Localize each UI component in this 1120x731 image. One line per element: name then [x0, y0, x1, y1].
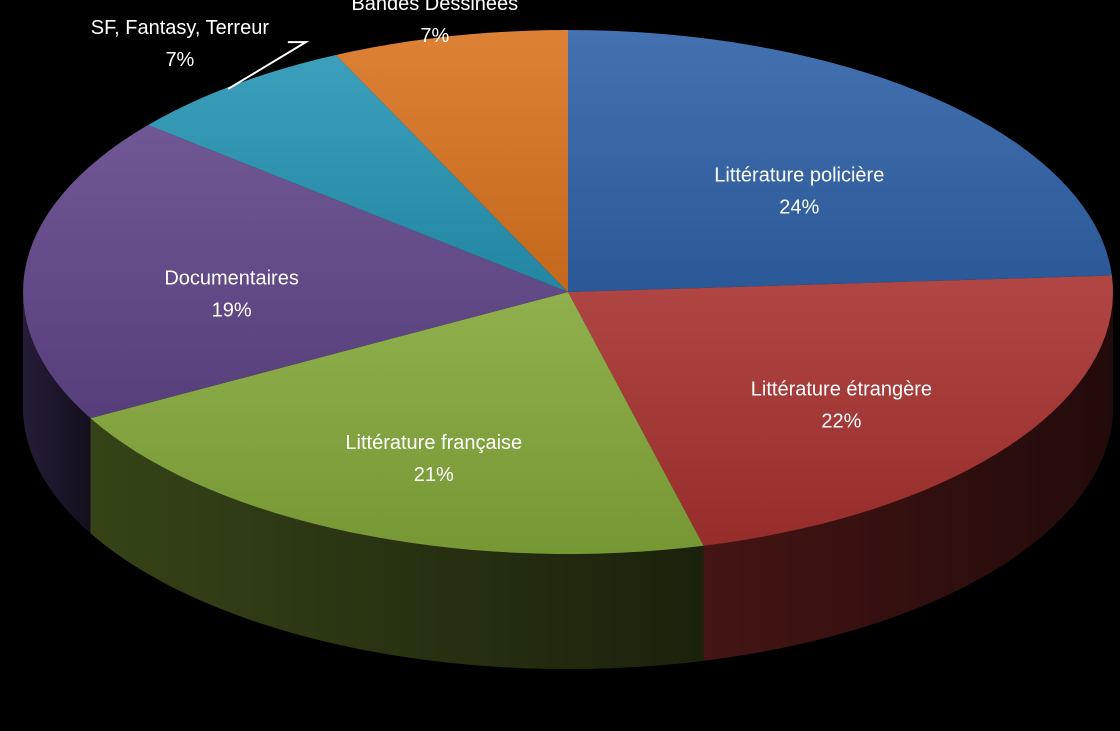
- slice-gloss-bandes-dessinees: [335, 30, 568, 292]
- data-label-name-documentaires: Documentaires: [164, 268, 299, 290]
- data-label-documentaires: Documentaires 19%: [164, 268, 299, 322]
- slice-gloss-litterature-policiere: [568, 30, 1112, 292]
- slice-gloss-sf-fantasy-terreur: [148, 54, 568, 292]
- data-label-pct-litterature-policiere: 24%: [779, 197, 819, 219]
- data-label-name-litterature-etrangere: Littérature étrangère: [751, 379, 932, 401]
- data-label-bandes-dessinees: Bandes Dessinées 7%: [351, 0, 518, 47]
- data-label-name-bandes-dessinees: Bandes Dessinées: [351, 0, 518, 15]
- pie-labels: Littérature policière 24% Littérature étra…: [91, 0, 932, 486]
- slice-gloss-documentaires: [23, 124, 568, 419]
- data-label-litterature-etrangere: Littérature étrangère 22%: [751, 379, 932, 433]
- slice-gloss-litterature-francaise: [90, 292, 704, 554]
- data-label-litterature-francaise: Littérature française 21%: [345, 432, 522, 486]
- data-label-name-litterature-policiere: Littérature policière: [714, 165, 884, 187]
- slice-side-shade-documentaires: [23, 292, 91, 534]
- pie-tops: [23, 30, 1113, 554]
- data-label-pct-sf-fantasy-terreur: 7%: [165, 49, 194, 71]
- data-label-name-litterature-francaise: Littérature française: [345, 432, 522, 454]
- data-label-pct-litterature-francaise: 21%: [414, 464, 454, 486]
- data-label-pct-documentaires: 19%: [212, 300, 252, 322]
- pie-sides: [23, 292, 1113, 669]
- data-label-name-sf-fantasy-terreur: SF, Fantasy, Terreur: [91, 17, 270, 39]
- leader-line-sf-fantasy-terreur: [227, 41, 310, 90]
- data-label-pct-litterature-etrangere: 22%: [821, 411, 861, 433]
- data-label-sf-fantasy-terreur: SF, Fantasy, Terreur 7%: [91, 17, 270, 71]
- data-label-litterature-policiere: Littérature policière 24%: [714, 165, 884, 219]
- slice-gloss-litterature-etrangere: [568, 275, 1113, 546]
- data-label-pct-bandes-dessinees: 7%: [420, 25, 449, 47]
- slice-side-shade-litterature-etrangere: [703, 292, 1113, 661]
- slice-side-shade-litterature-francaise: [90, 418, 704, 669]
